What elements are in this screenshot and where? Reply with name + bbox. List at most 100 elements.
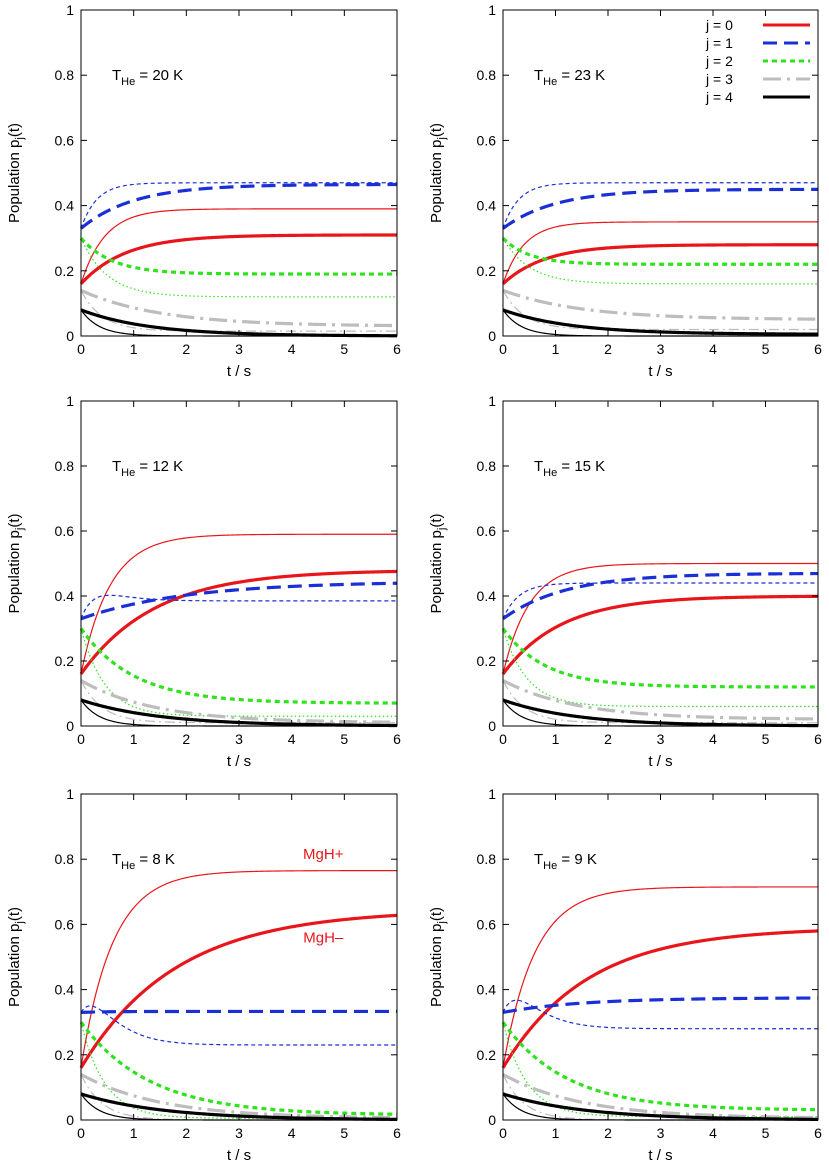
- series-line-j0-mgh-minus: [501, 594, 819, 675]
- chart-panel-middle-left: 0 0.2 0.4 0.6 0.8 1 0 1 2 3 4 5 6 t / s Population pj(…: [6, 393, 401, 770]
- y-tick-label: 0.2: [55, 1047, 75, 1063]
- y-tick-label: 0: [66, 1112, 74, 1128]
- y-tick-label: 0.6: [55, 916, 75, 932]
- y-tick-label: 0.2: [477, 263, 497, 279]
- y-tick-label: 1: [66, 393, 74, 409]
- y-tick-label: 0: [66, 328, 74, 344]
- legend-label: j = 4: [705, 89, 733, 105]
- x-axis-label: t / s: [648, 753, 672, 770]
- y-axis-label: Population pj(t): [428, 513, 448, 613]
- series-line-j2-mgh-plus: [80, 628, 397, 717]
- y-tick-label: 0.8: [477, 67, 497, 83]
- y-tick-label: 0: [488, 1112, 496, 1128]
- x-tick-label: 1: [552, 731, 560, 747]
- y-axis-label: Population pj(t): [6, 513, 26, 613]
- series-line-j1-mgh-minus: [80, 581, 398, 621]
- series-line-j1-mgh-minus: [502, 187, 818, 230]
- y-tick-label: 0.6: [477, 523, 497, 539]
- y-tick-label: 0.2: [477, 1047, 497, 1063]
- x-tick-label: 6: [814, 1125, 822, 1141]
- y-tick-label: 1: [488, 2, 496, 18]
- x-tick-label: 0: [77, 731, 85, 747]
- x-tick-label: 4: [288, 1125, 296, 1141]
- annotation-label: MgH–: [303, 929, 344, 946]
- series-line-j3-mgh-minus: [502, 679, 819, 721]
- series-line-j1-mgh-plus: [502, 182, 818, 229]
- y-tick-label: 0.8: [477, 851, 497, 867]
- series-line-j1-mgh-plus: [80, 1005, 397, 1046]
- x-tick-label: 4: [709, 731, 717, 747]
- series-line-j0-mgh-plus: [502, 886, 818, 1068]
- series-line-j3-mgh-minus: [502, 288, 819, 321]
- x-tick-label: 5: [340, 731, 348, 747]
- x-tick-label: 6: [814, 341, 822, 357]
- y-tick-label: 0.2: [55, 263, 75, 279]
- y-tick-label: 1: [66, 786, 74, 802]
- series-line-j2-mgh-minus: [501, 1021, 819, 1112]
- x-tick-label: 3: [235, 1125, 243, 1141]
- legend: j = 0 j = 1 j = 2 j = 3 j = 4: [705, 17, 810, 105]
- x-tick-label: 6: [393, 341, 401, 357]
- legend-label: j = 1: [705, 35, 733, 51]
- y-tick-label: 0.4: [55, 982, 75, 998]
- series-line-j0-mgh-plus: [80, 533, 397, 675]
- x-tick-label: 5: [762, 341, 770, 357]
- x-tick-label: 0: [499, 1125, 507, 1141]
- series-line-j0-mgh-plus: [502, 221, 818, 285]
- x-tick-label: 2: [604, 341, 612, 357]
- series-line-j3-mgh-plus: [502, 1074, 818, 1121]
- series-line-j0-mgh-minus: [501, 929, 819, 1069]
- x-axis-label: t / s: [227, 753, 251, 770]
- series-line-j1-mgh-minus: [502, 996, 818, 1014]
- plot-frame: [80, 9, 398, 337]
- series-line-j1-mgh-plus: [80, 594, 397, 619]
- y-tick-label: 0: [488, 328, 496, 344]
- x-axis-label: t / s: [648, 363, 672, 380]
- plot-frame: [502, 793, 819, 1121]
- x-tick-label: 5: [340, 341, 348, 357]
- chart-panel-bottom-right: 0 0.2 0.4 0.6 0.8 1 0 1 2 3 4 5 6 t / s Population pj(…: [428, 786, 822, 1164]
- series-line-j3-mgh-plus: [502, 290, 818, 331]
- x-tick-label: 6: [393, 731, 401, 747]
- x-tick-label: 0: [77, 1125, 85, 1141]
- series-line-j3-mgh-minus: [80, 288, 398, 328]
- x-tick-label: 5: [340, 1125, 348, 1141]
- x-tick-label: 6: [814, 731, 822, 747]
- y-tick-label: 0.4: [477, 588, 497, 604]
- x-tick-label: 3: [235, 731, 243, 747]
- x-tick-label: 0: [77, 341, 85, 357]
- x-tick-label: 2: [182, 1125, 190, 1141]
- y-tick-label: 0.4: [477, 198, 497, 214]
- panel-title: THe = 15 K: [534, 458, 605, 479]
- series-line-j2-mgh-minus: [79, 1021, 398, 1116]
- series-line-j2-mgh-minus: [501, 627, 818, 689]
- series-line-j0-mgh-plus: [80, 870, 397, 1068]
- panel-title: THe = 8 K: [112, 851, 175, 872]
- y-axis-label: Population pj(t): [428, 907, 448, 1007]
- y-tick-label: 0.8: [55, 851, 75, 867]
- x-axis-label: t / s: [227, 363, 251, 380]
- x-axis-label: t / s: [227, 1147, 251, 1164]
- y-tick-label: 0.2: [55, 653, 75, 669]
- series-line-j0-mgh-plus: [80, 208, 397, 285]
- x-tick-label: 2: [182, 731, 190, 747]
- series-line-j2-mgh-plus: [502, 237, 818, 285]
- y-tick-label: 0.2: [477, 653, 497, 669]
- legend-label: j = 2: [705, 53, 733, 69]
- chart-panel-top-right: 0 0.2 0.4 0.6 0.8 1 0 1 2 3 4 5 6 t / s Population pj(…: [428, 2, 822, 380]
- x-tick-label: 0: [499, 731, 507, 747]
- y-tick-label: 0.6: [477, 916, 497, 932]
- legend-label: j = 3: [705, 71, 733, 87]
- series-line-j3-mgh-minus: [502, 1072, 819, 1120]
- y-tick-label: 0.8: [55, 67, 75, 83]
- y-tick-label: 0.6: [55, 132, 75, 148]
- x-tick-label: 3: [235, 341, 243, 357]
- y-tick-label: 0.6: [477, 132, 497, 148]
- x-tick-label: 1: [130, 341, 138, 357]
- x-tick-label: 2: [182, 341, 190, 357]
- y-tick-label: 0.8: [477, 458, 497, 474]
- series-line-j2-mgh-minus: [79, 237, 397, 276]
- y-tick-label: 0.4: [477, 982, 497, 998]
- y-axis-label: Population pj(t): [6, 123, 26, 223]
- series-line-j1-mgh-plus: [502, 999, 818, 1030]
